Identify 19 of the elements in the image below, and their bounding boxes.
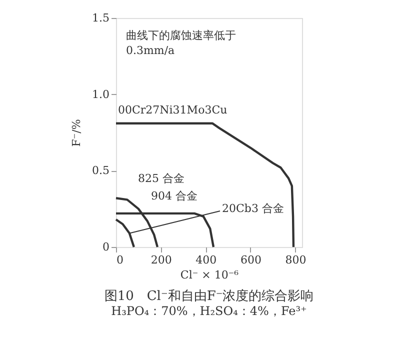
text: H₃PO₄：70%，H₂SO₄：4%，Fe³⁺ [111,304,307,318]
y-tick-label: 1.5 [92,12,110,24]
x-axis-title: Cl⁻ × 10⁻⁶ [180,268,240,282]
x-tick-label: 800 [285,254,306,266]
y-tick-label: 0.5 [92,164,110,178]
x-tick-label: 400 [196,254,217,266]
y-tick-label: 0 [102,240,110,254]
text: 图10 Cl⁻和自由F⁻浓度的综合影响 [104,288,314,304]
x-tick-label: 200 [150,254,172,266]
series-label: 825 合金 [138,172,184,186]
y-axis-title: F⁻/% [70,119,84,147]
x-tick-label: 0 [116,254,124,266]
x-tick-label: 600 [240,254,262,266]
y-tick-label: 1.0 [92,88,110,101]
text: 20Cb3 合金 [222,202,284,215]
series-label: 904 合金 [151,189,198,202]
line-series [114,122,295,248]
series-label: 00Cr27Ni31Mo3Cu [118,103,228,116]
annotation: 曲线下的腐蚀速率低于 0.3mm/a [126,29,236,57]
